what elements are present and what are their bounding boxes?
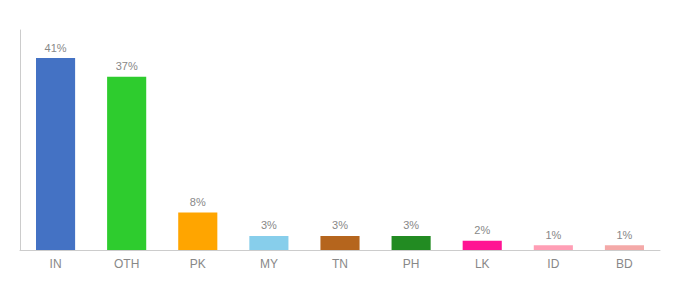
svg-text:3%: 3%	[403, 219, 419, 231]
svg-text:PK: PK	[190, 257, 206, 271]
svg-text:OTH: OTH	[114, 257, 139, 271]
svg-text:IN: IN	[50, 257, 62, 271]
svg-text:TN: TN	[332, 257, 348, 271]
svg-text:ID: ID	[547, 257, 559, 271]
svg-text:1%: 1%	[616, 229, 632, 241]
svg-text:BD: BD	[616, 257, 633, 271]
svg-text:41%: 41%	[45, 42, 67, 54]
svg-text:LK: LK	[475, 257, 490, 271]
svg-text:3%: 3%	[332, 219, 348, 231]
svg-text:2%: 2%	[474, 224, 490, 236]
svg-text:8%: 8%	[190, 196, 206, 208]
svg-text:3%: 3%	[261, 219, 277, 231]
svg-text:MY: MY	[260, 257, 278, 271]
svg-text:PH: PH	[403, 257, 420, 271]
svg-text:1%: 1%	[545, 229, 561, 241]
svg-text:37%: 37%	[116, 60, 138, 72]
